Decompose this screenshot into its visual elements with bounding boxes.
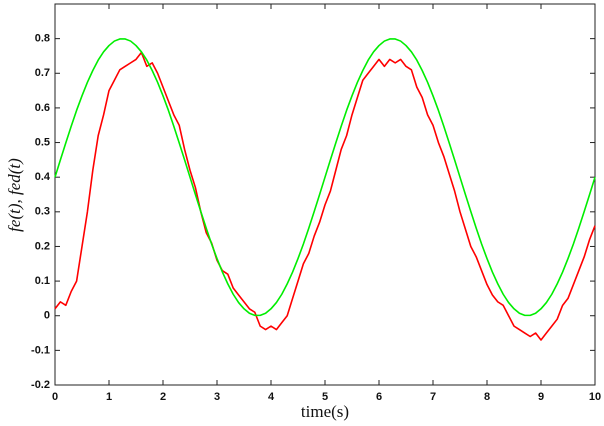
y-tick-label: 0.2 xyxy=(35,240,50,252)
x-tick-label: 6 xyxy=(376,391,382,403)
y-tick-label: 0 xyxy=(44,310,50,322)
y-tick-label: 0.8 xyxy=(35,33,50,45)
x-tick-label: 0 xyxy=(52,391,58,403)
x-tick-label: 10 xyxy=(589,391,601,403)
x-tick-label: 4 xyxy=(268,391,275,403)
y-tick-label: 0.5 xyxy=(35,136,50,148)
x-tick-label: 7 xyxy=(430,391,436,403)
y-axis-label: fe(t), fed(t) xyxy=(5,158,24,232)
plot-frame xyxy=(54,3,596,386)
x-tick-label: 8 xyxy=(484,391,490,403)
y-tick-label: -0.1 xyxy=(31,344,50,356)
x-tick-label: 2 xyxy=(160,391,166,403)
y-tick-label: -0.2 xyxy=(31,379,50,391)
x-tick-label: 1 xyxy=(106,391,112,403)
data-line xyxy=(54,38,596,317)
y-tick-label: 0.7 xyxy=(35,67,50,79)
y-tick-label: 0.4 xyxy=(35,171,51,183)
x-axis-label: time(s) xyxy=(301,402,349,421)
y-tick-label: 0.3 xyxy=(35,206,50,218)
y-tick-label: 0.6 xyxy=(35,102,50,114)
x-tick-label: 3 xyxy=(214,391,220,403)
data-line xyxy=(54,51,596,341)
y-tick-label: 0.1 xyxy=(35,275,50,287)
x-tick-label: 5 xyxy=(322,391,328,403)
x-tick-label: 9 xyxy=(538,391,544,403)
